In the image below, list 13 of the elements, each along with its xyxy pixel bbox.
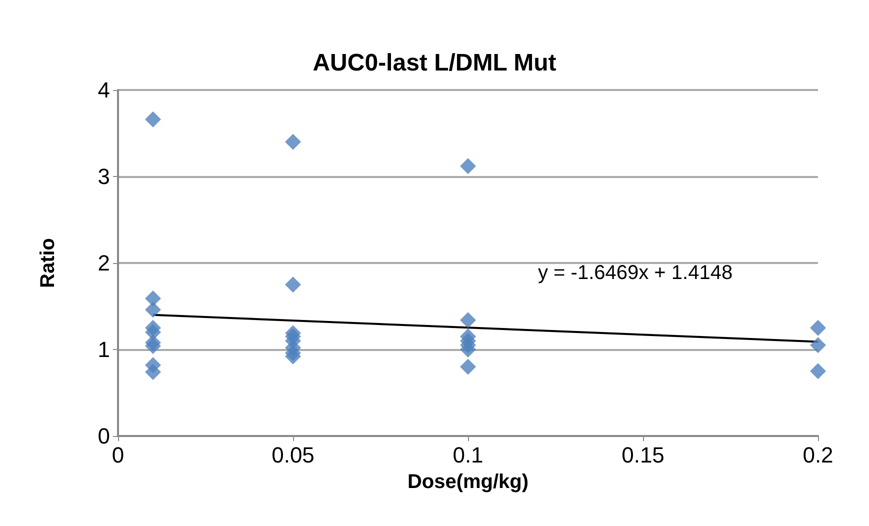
x-tick-label: 0.1 bbox=[452, 442, 484, 468]
y-axis-title: Ratio bbox=[37, 238, 59, 288]
y-tick-label: 2 bbox=[98, 250, 110, 276]
chart-title: AUC0-last L/DML Mut bbox=[312, 50, 556, 76]
annotation: y = -1.6469x + 1.4148 bbox=[538, 262, 733, 284]
x-axis-title: Dose(mg/kg) bbox=[407, 471, 529, 493]
y-tick-label: 3 bbox=[98, 164, 110, 189]
x-tick-label: 0.2 bbox=[802, 442, 834, 468]
y-tick-label: 0 bbox=[98, 424, 110, 448]
y-tick-label: 4 bbox=[98, 78, 110, 102]
x-tick-label: 0.05 bbox=[272, 442, 314, 468]
x-tick-label: 0.15 bbox=[622, 442, 664, 468]
y-tick-label: 1 bbox=[98, 337, 110, 362]
